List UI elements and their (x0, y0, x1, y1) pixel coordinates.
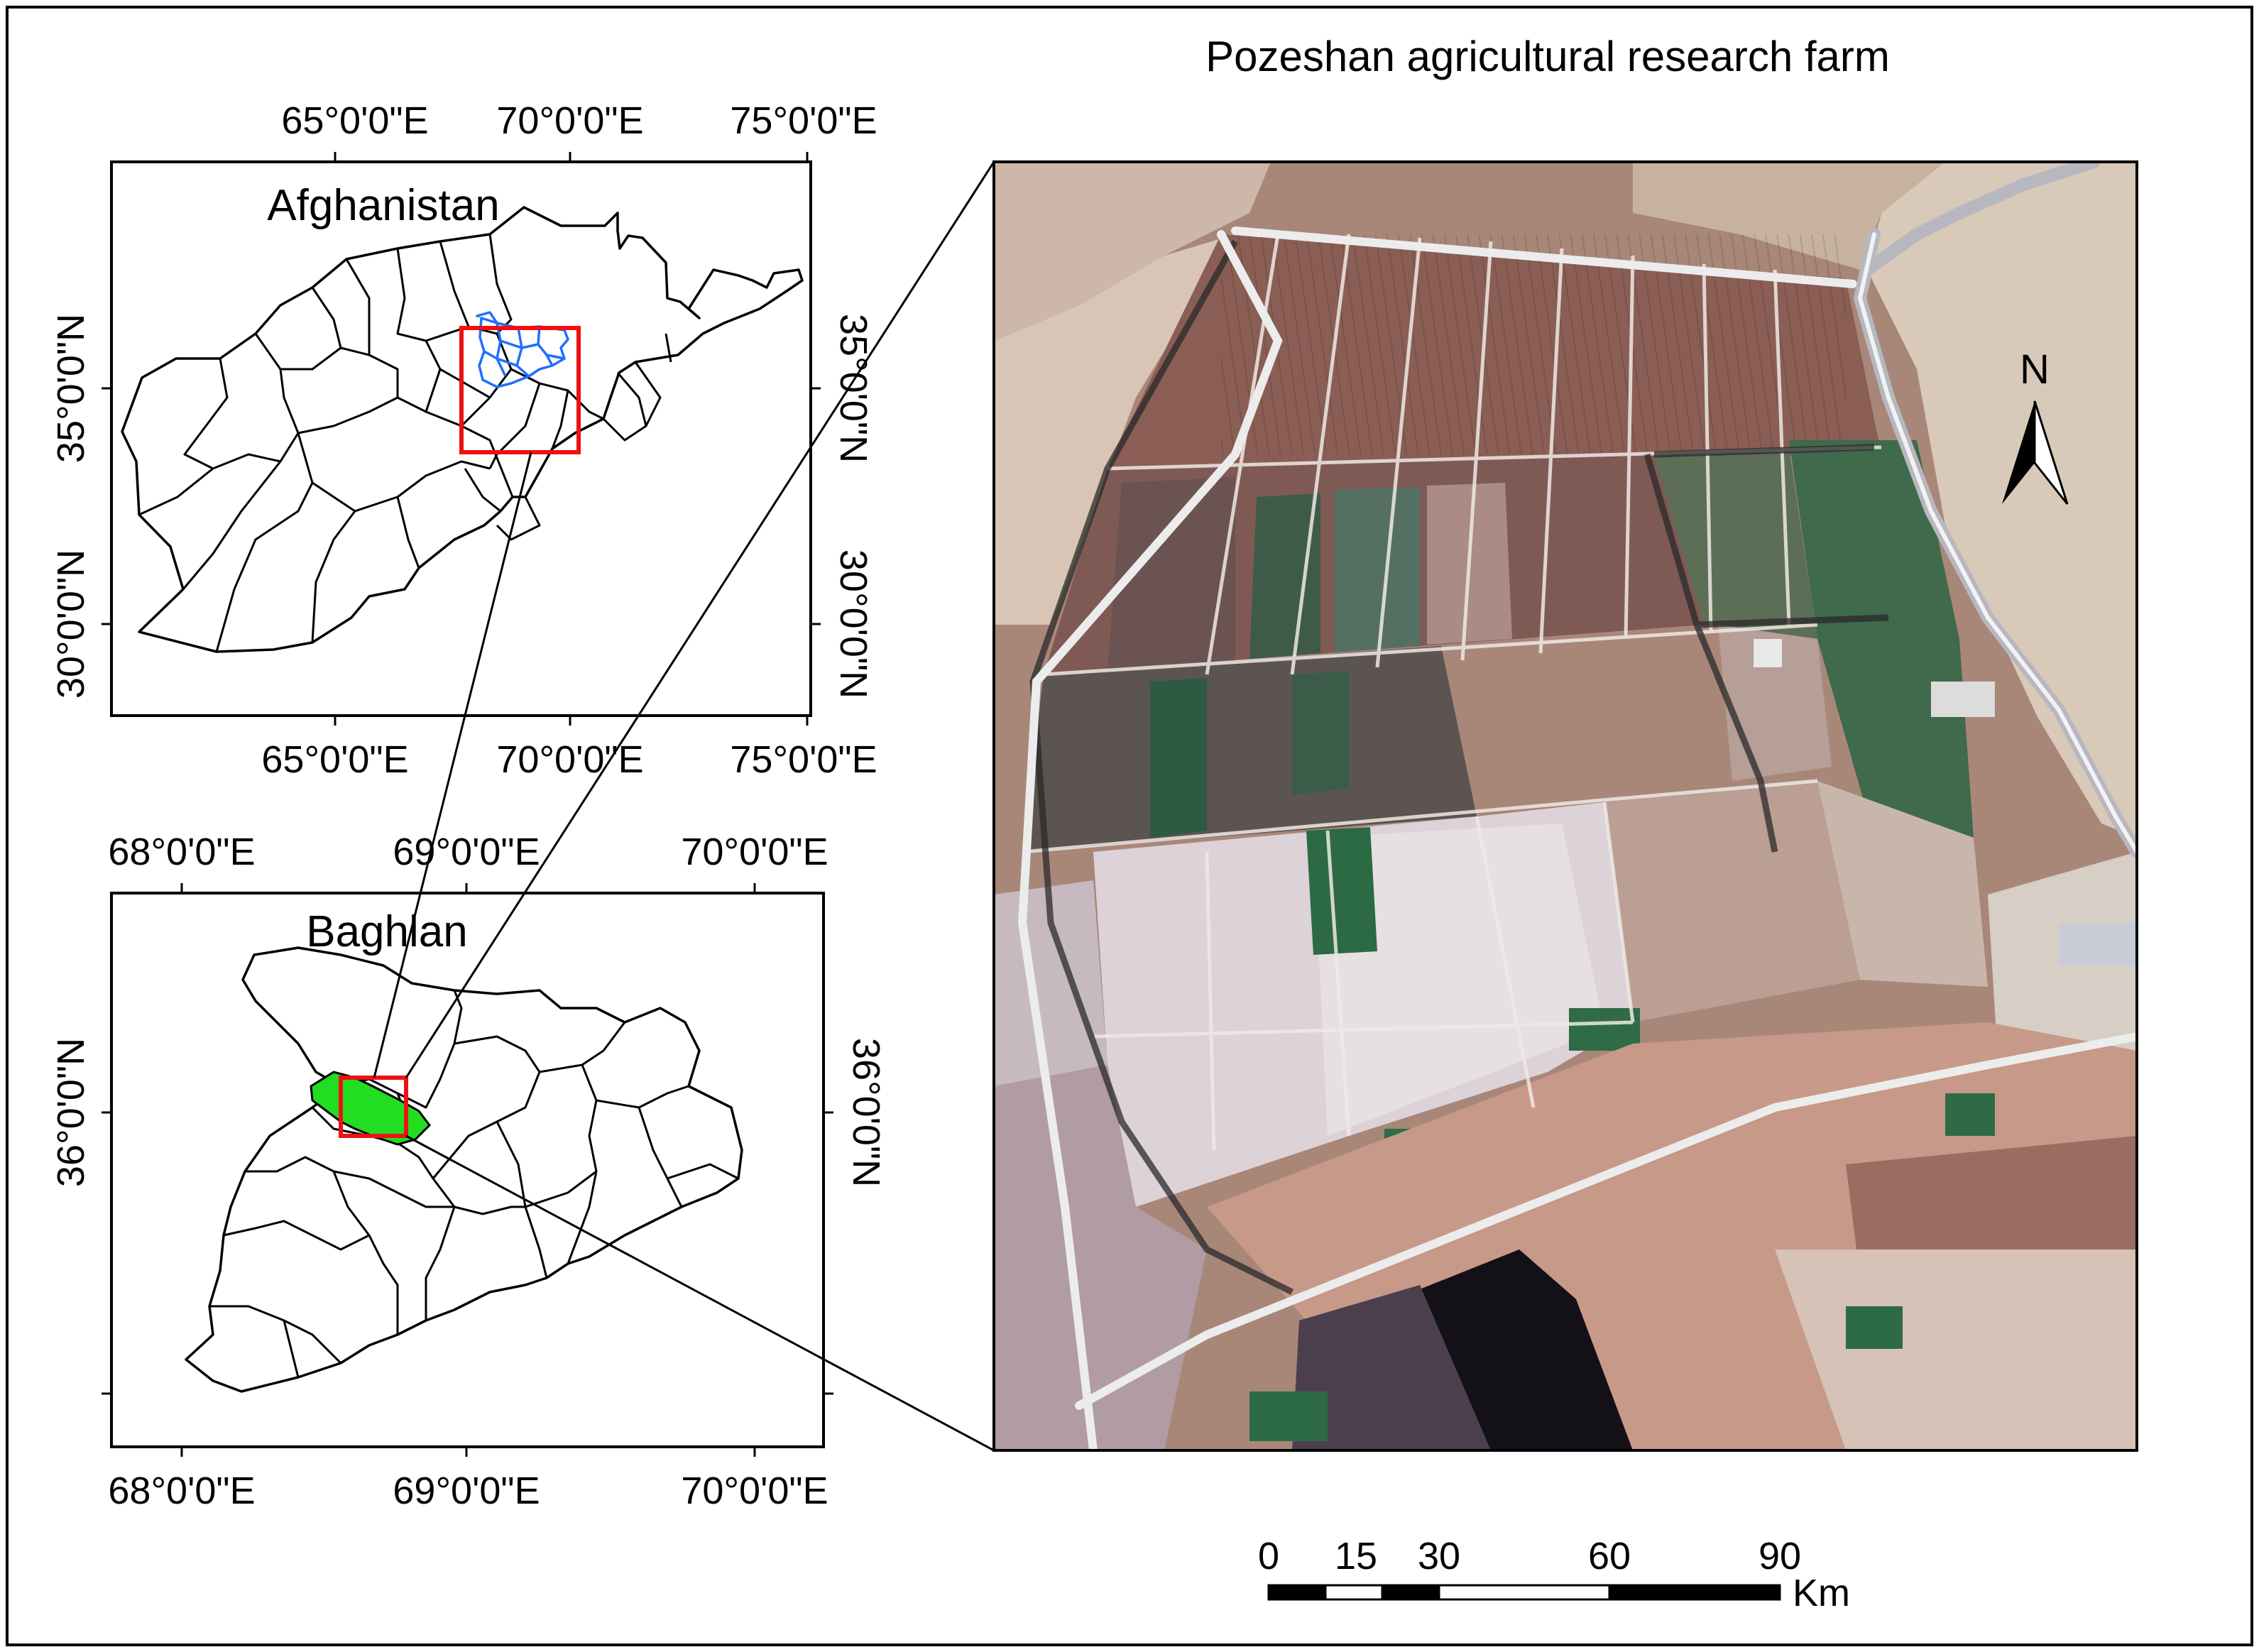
baghlan-right-tick-label: 36°0'0"N (845, 1038, 887, 1187)
baghlan-bottom-tick-label: 69°0'0"E (393, 1470, 540, 1512)
baghlan-top-tick-label: 69°0'0"E (393, 831, 540, 873)
satellite-panel-frame (992, 160, 2138, 1452)
afg-left-tick-label: 35°0'0"N (50, 314, 92, 463)
scale-bar-unit: Km (1793, 1572, 1850, 1614)
scale-bar-label: 90 (1758, 1535, 1801, 1577)
north-arrow-icon: N (2002, 346, 2069, 505)
scale-bar-label: 60 (1588, 1535, 1631, 1577)
baghlan-bottom-tick-label: 70°0'0"E (681, 1470, 828, 1512)
baghlan-left-tick-label: 36°0'0"N (50, 1038, 92, 1187)
baghlan-bottom-tick-label: 68°0'0"E (108, 1470, 255, 1512)
afg-right-tick-label: 35°0'0"N (832, 314, 875, 463)
scale-bar: 0 15 30 60 90 Km (1258, 1535, 1850, 1614)
figure-border (6, 6, 2253, 1646)
baghlan-top-tick-label: 68°0'0"E (108, 831, 255, 873)
baghlan-inset: 68°0'0"E 69°0'0"E 70°0'0"E 68°0'0"E 69°0… (50, 831, 887, 1512)
scale-bar-label: 15 (1335, 1535, 1377, 1577)
baghlan-selection-box (339, 1076, 408, 1138)
afg-bottom-tick-label: 75°0'0"E (730, 738, 877, 781)
north-arrow-label: N (2020, 346, 2050, 393)
baghlan-top-tick-label: 70°0'0"E (681, 831, 828, 873)
scale-bar-label: 0 (1258, 1535, 1279, 1577)
afg-right-tick-label: 30°0'0"N (832, 549, 875, 699)
afghanistan-title: Afghanistan (267, 181, 499, 230)
baghlan-title: Baghlan (306, 907, 468, 956)
afg-top-tick-label: 75°0'0"E (730, 99, 877, 142)
leader-lines (373, 161, 995, 1452)
figure-title: Pozeshan agricultural research farm (1205, 33, 1890, 80)
afg-bottom-tick-label: 65°0'0"E (261, 738, 408, 781)
afghanistan-inset: 65°0'0"E 70°0'0"E 75°0'0"E 65°0'0"E 70°0… (50, 99, 877, 781)
scale-bar-label: 30 (1418, 1535, 1460, 1577)
afg-left-tick-label: 30°0'0"N (50, 549, 92, 699)
satellite-image-panel: N (992, 160, 2138, 1452)
afghanistan-map-frame (110, 160, 812, 717)
afg-bottom-tick-label: 70°0'0"E (496, 738, 643, 781)
afghanistan-selection-box (459, 326, 581, 454)
baghlan-outline (185, 946, 743, 1393)
afg-top-tick-label: 70°0'0"E (496, 99, 643, 142)
afg-top-tick-label: 65°0'0"E (281, 99, 428, 142)
